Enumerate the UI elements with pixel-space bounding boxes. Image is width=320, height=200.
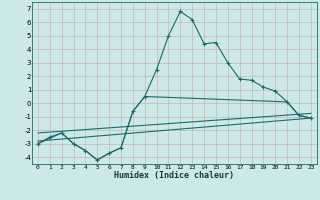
- X-axis label: Humidex (Indice chaleur): Humidex (Indice chaleur): [115, 171, 234, 180]
